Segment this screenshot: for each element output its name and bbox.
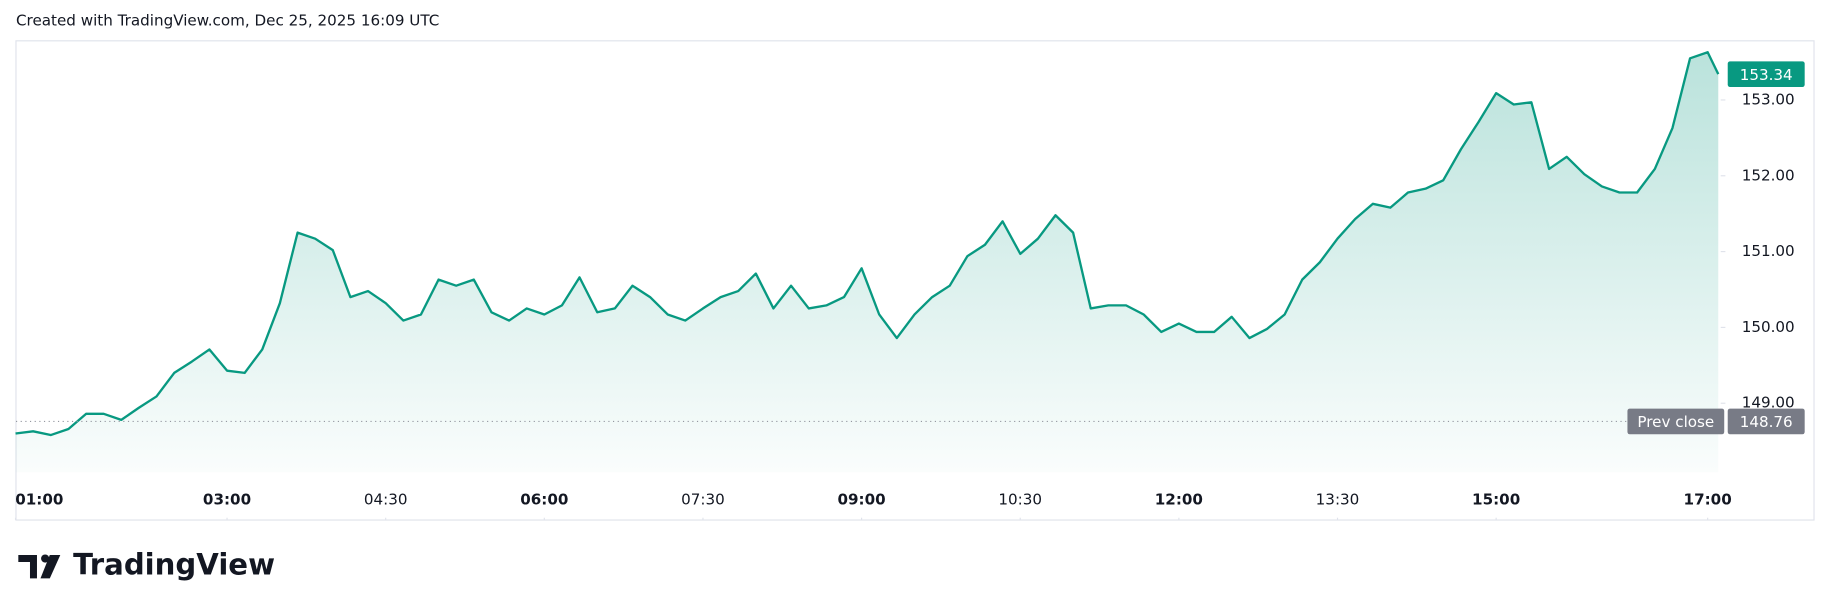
chart-title: Created with TradingView.com, Dec 25, 20… — [16, 11, 439, 29]
last-price-bg — [1727, 61, 1805, 87]
y-tick-label: 149.00 — [1742, 394, 1795, 412]
x-tick-label: 12:00 — [1155, 491, 1203, 509]
x-tick-label: 09:00 — [837, 491, 885, 509]
x-tick-label: 07:30 — [681, 491, 725, 509]
x-tick-label: 06:00 — [520, 491, 568, 509]
x-tick-label: 13:30 — [1316, 491, 1360, 509]
y-tick-label: 153.00 — [1742, 90, 1795, 108]
y-tick-label: 152.00 — [1742, 166, 1795, 184]
area-fill — [15, 52, 1719, 473]
y-tick-label: 150.00 — [1742, 318, 1795, 336]
prev-close-label: Prev close — [1637, 413, 1714, 431]
chart-frame — [15, 40, 1815, 521]
x-tick-label: 03:00 — [203, 491, 251, 509]
x-tick-label: 01:00 — [15, 491, 63, 509]
prev-close-label-bg — [1627, 408, 1725, 435]
x-tick-label: 17:00 — [1684, 491, 1732, 509]
price-line — [15, 51, 1720, 437]
brand-name: TradingView — [73, 548, 275, 582]
brand-logo — [18, 554, 61, 579]
x-tick-label: 10:30 — [998, 491, 1042, 509]
prev-close-value-bg — [1727, 408, 1805, 435]
y-tick-label: 151.00 — [1742, 242, 1795, 260]
x-tick-label: 15:00 — [1472, 491, 1520, 509]
x-tick-label: 04:30 — [364, 491, 408, 509]
last-price-label: 153.34 — [1740, 66, 1793, 84]
prev-close-value: 148.76 — [1740, 413, 1793, 431]
